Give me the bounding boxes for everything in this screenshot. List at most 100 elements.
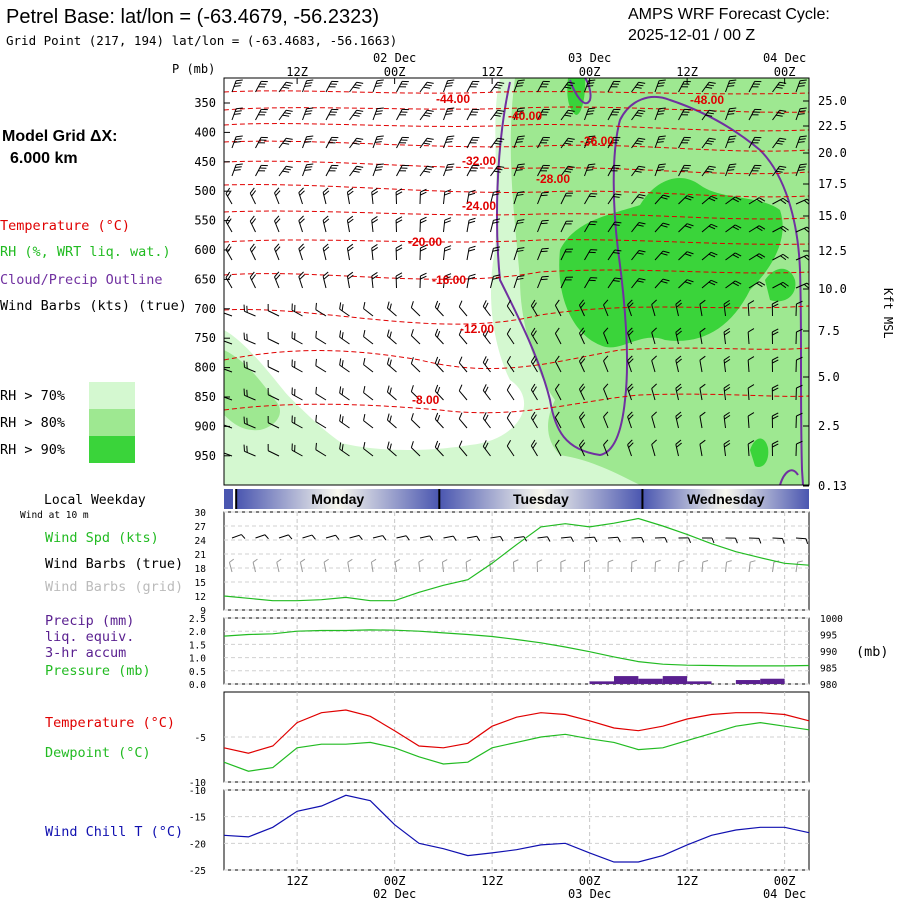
wind-barb — [513, 163, 525, 177]
wind-barb — [386, 357, 397, 373]
rh-90-region-east — [765, 268, 796, 302]
wind-barb — [725, 79, 737, 93]
rh-level-label: RH > 90% — [0, 442, 65, 458]
wind-barb — [302, 163, 314, 177]
wind-barb — [748, 80, 762, 93]
bottom-tick-label: 00Z — [774, 874, 796, 888]
wind-barb — [675, 439, 682, 457]
wind-barb — [443, 245, 452, 261]
wind-barb — [607, 108, 621, 121]
wind-barb — [231, 135, 243, 149]
wind-barb — [363, 329, 374, 345]
wind-barb — [278, 137, 293, 149]
isotherm-label: -16.00 — [432, 273, 466, 287]
y-tick: 2.5 — [189, 614, 206, 625]
wind-barb — [315, 442, 327, 457]
wind-barb — [631, 165, 646, 177]
wind-barb — [537, 247, 549, 261]
wind-barb — [701, 165, 716, 177]
wind-barb — [274, 243, 281, 261]
forecast-cycle-value: 2025-12-01 / 00 Z — [628, 27, 755, 44]
bottom-tick-label: 12Z — [286, 874, 308, 888]
y-tick: 18 — [195, 564, 207, 575]
wind-barb — [554, 299, 562, 317]
wind-barb — [443, 107, 455, 121]
pressure-tick: 900 — [194, 419, 216, 433]
isotherm-label: -24.00 — [462, 199, 496, 213]
wind-barb — [443, 79, 455, 93]
wind-barb — [513, 79, 525, 93]
wind-barb — [699, 355, 706, 373]
wind-barb — [363, 357, 374, 373]
wind-barb — [490, 81, 505, 93]
wind-barb — [349, 137, 364, 149]
wind-barb — [349, 81, 364, 93]
wind-barb — [231, 107, 243, 121]
rh-swatch — [89, 409, 135, 436]
wind-barb — [482, 384, 491, 401]
wind-barb — [419, 137, 434, 149]
wind-barb — [249, 215, 257, 233]
wind-barb — [675, 383, 682, 401]
forecast-cycle-label: AMPS WRF Forecast Cycle: — [628, 6, 830, 23]
isotherm-labels: -44.00 -40.00 -36.00 -48.00 -32.00 -28.00 -24.… — [408, 92, 724, 407]
precip-bar — [687, 681, 712, 684]
wind-barb — [225, 243, 233, 261]
wind-barb — [302, 107, 314, 121]
wind-barb — [396, 164, 409, 177]
wind-barb — [386, 385, 397, 401]
wind-barb — [584, 135, 596, 149]
wind-barb — [772, 109, 787, 121]
wind-barb — [434, 328, 444, 345]
wind-barb-grid — [323, 558, 329, 573]
legend-item: Temperature (°C) — [0, 218, 130, 234]
rh-legend: RH > 70% RH > 80% RH > 90% — [0, 382, 135, 463]
wind-barb-true — [702, 537, 715, 544]
wind-barb — [255, 80, 268, 93]
y-tick: 0.5 — [189, 667, 206, 678]
dewpoint-legend: Dewpoint (°C) — [45, 745, 151, 761]
wind-barb-grid — [347, 558, 353, 573]
wind-barb — [249, 271, 257, 289]
wind-barbs-true-legend: Wind Barbs (true) — [45, 556, 183, 572]
isotherm-label: -12.00 — [460, 322, 494, 336]
wind-barb — [410, 385, 421, 401]
cloud-outline-surface — [779, 469, 799, 485]
wind-barb-true — [278, 534, 293, 540]
wind-barb-true — [302, 534, 316, 540]
top-tick-label: 12Z — [676, 65, 698, 79]
isotherm — [224, 269, 809, 280]
y-tick: 2.0 — [189, 627, 206, 638]
wind-barb — [315, 330, 327, 345]
wind-barb — [560, 248, 573, 261]
wind-barb — [249, 187, 257, 205]
wind-barb — [772, 225, 789, 233]
wind-barb-true — [255, 534, 269, 540]
isotherm-label: -48.00 — [690, 93, 724, 107]
top-tick-label: 00Z — [384, 65, 406, 79]
wind-barb — [506, 355, 515, 373]
wind-barb — [748, 197, 766, 205]
bottom-tick-label: 12Z — [481, 874, 503, 888]
wind-barb — [631, 194, 646, 205]
wind-barb — [482, 440, 491, 457]
bottom-tick-label: 12Z — [676, 874, 698, 888]
height-tick: 22.5 — [818, 119, 847, 133]
wind-barb — [458, 440, 468, 457]
precip-legend: Precip (mm) — [45, 613, 134, 629]
wind-barb — [490, 218, 501, 233]
wind-barb — [795, 384, 803, 401]
pressure-tick: 550 — [194, 214, 216, 228]
wind-barb — [654, 163, 666, 177]
wind-speed-line — [223, 517, 810, 602]
wind-barb — [530, 327, 538, 345]
wind-barb — [490, 246, 501, 261]
precip-bar — [638, 678, 663, 684]
day-cell — [439, 489, 643, 509]
y-tick: -15 — [189, 813, 206, 824]
wind-barb — [578, 411, 586, 429]
top-date-label: 02 Dec — [373, 51, 416, 65]
wind-barb — [701, 195, 718, 205]
height-axis-label: Kft MSL — [881, 288, 895, 339]
wind-barb-grid — [607, 559, 614, 573]
